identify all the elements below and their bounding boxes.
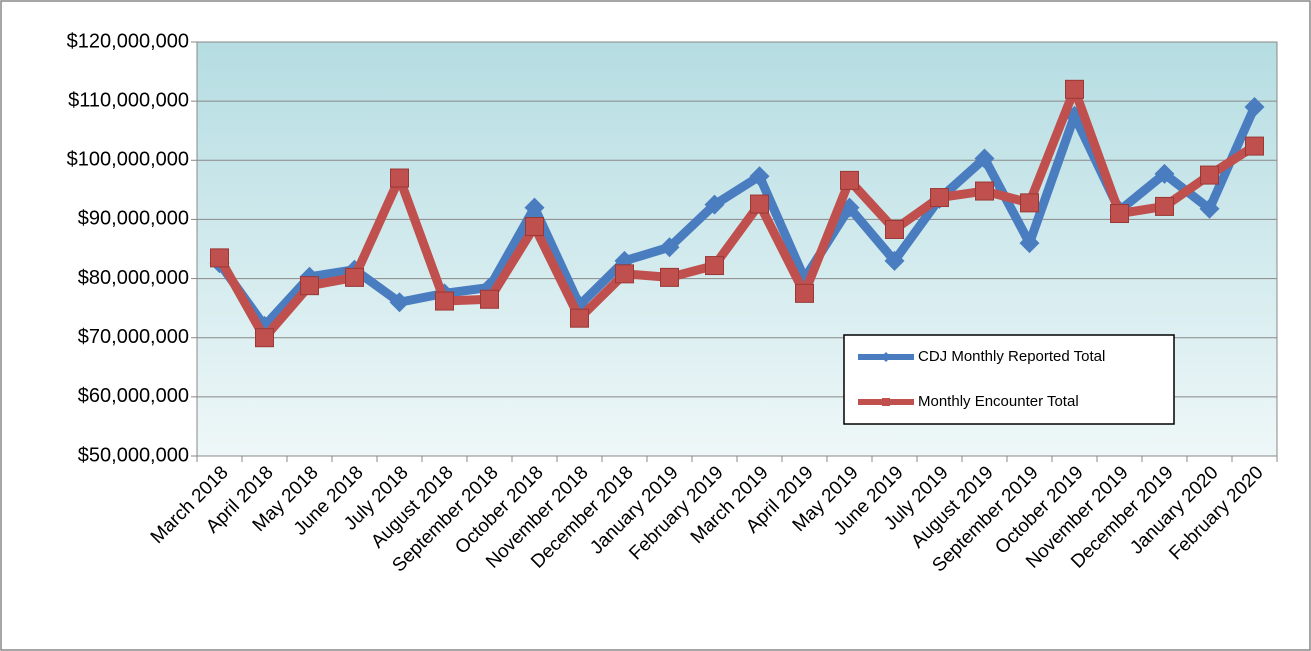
y-tick-label: $90,000,000 [78, 208, 189, 230]
y-tick-label: $70,000,000 [78, 326, 189, 348]
data-point [704, 194, 725, 215]
y-tick-label: $120,000,000 [67, 30, 189, 52]
data-point [975, 181, 994, 201]
legend-marker [881, 352, 891, 362]
data-point [570, 308, 589, 328]
y-tick-label: $50,000,000 [78, 444, 189, 466]
y-tick-label: $60,000,000 [78, 385, 189, 407]
data-point [389, 292, 410, 313]
data-point [345, 267, 364, 287]
data-point [1155, 196, 1174, 216]
data-point [1245, 136, 1264, 156]
legend-label: CDJ Monthly Reported Total [918, 348, 1105, 365]
data-point [1200, 165, 1219, 185]
data-point [524, 197, 545, 218]
data-point [615, 264, 634, 284]
data-point [480, 289, 499, 309]
data-point [525, 217, 544, 237]
data-point [1244, 97, 1265, 118]
data-point [659, 237, 680, 258]
data-point [840, 170, 859, 190]
data-point [1019, 233, 1040, 254]
y-tick-label: $100,000,000 [67, 149, 189, 171]
data-point [750, 194, 769, 214]
series-line [215, 84, 1257, 343]
data-point [974, 148, 995, 169]
data-point [435, 291, 454, 311]
legend: CDJ Monthly Reported Total Monthly Encoun… [843, 334, 1175, 425]
data-point [1020, 193, 1039, 213]
legend-marker [882, 398, 890, 406]
y-tick-label: $80,000,000 [78, 267, 189, 289]
data-point [1110, 204, 1129, 224]
series-line [215, 105, 1259, 331]
legend-box [843, 334, 1175, 425]
data-point [1199, 198, 1220, 219]
data-point [749, 166, 770, 187]
data-point [255, 328, 274, 348]
data-point [1065, 79, 1084, 99]
data-point [795, 283, 814, 303]
data-point [210, 248, 229, 268]
data-point [300, 276, 319, 296]
data-point [1154, 163, 1175, 184]
data-point [885, 219, 904, 239]
legend-label: Monthly Encounter Total [918, 393, 1079, 410]
data-point [390, 168, 409, 188]
data-point [705, 256, 724, 276]
data-point [884, 250, 905, 271]
y-tick-label: $110,000,000 [68, 89, 189, 111]
data-point [930, 188, 949, 208]
data-point [660, 267, 679, 287]
